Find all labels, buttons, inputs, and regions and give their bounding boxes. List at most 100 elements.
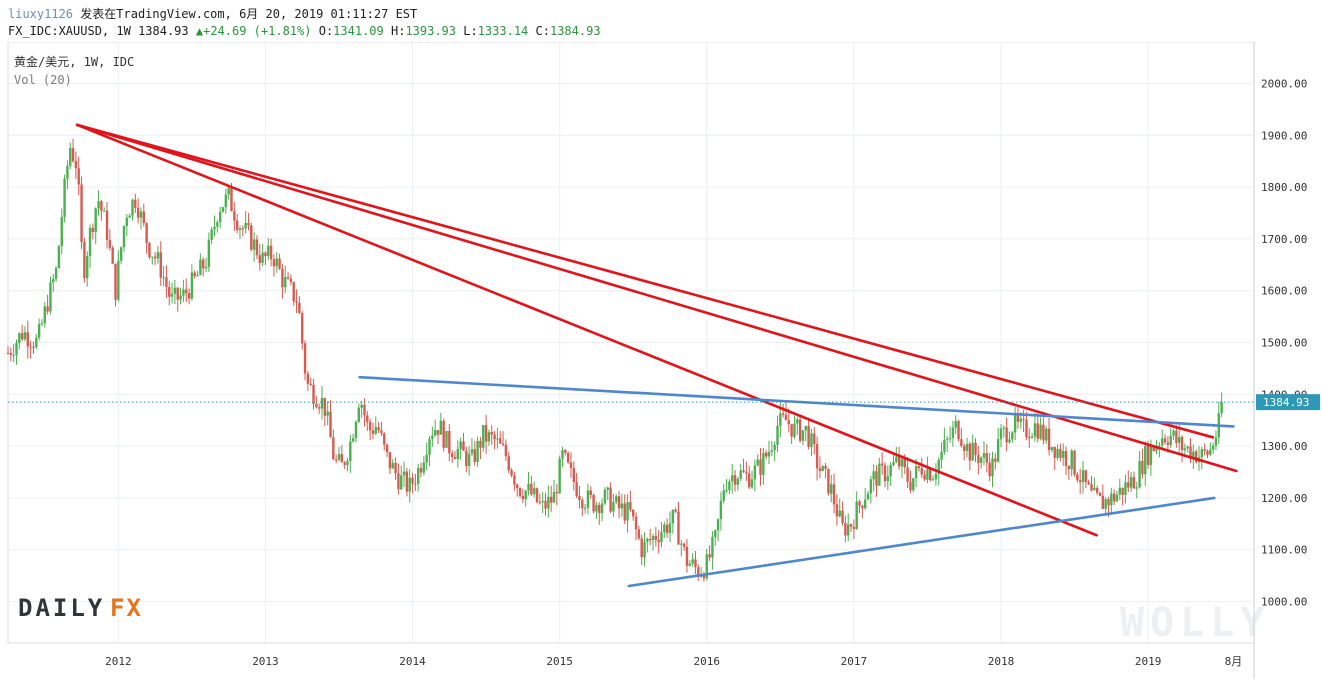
candle-body bbox=[504, 444, 508, 457]
candle-body bbox=[880, 463, 884, 466]
candle-body bbox=[994, 458, 997, 462]
candle-body bbox=[1186, 446, 1189, 449]
candle-body bbox=[1146, 446, 1150, 465]
candle-body bbox=[801, 430, 805, 441]
candle-body bbox=[1062, 450, 1065, 458]
candle-body bbox=[97, 201, 100, 209]
overlay: 黄金/美元, 1W, IDC Vol (20) DAILY FX WOLLY bbox=[14, 54, 1264, 646]
candle-body bbox=[575, 482, 578, 497]
candle-body bbox=[151, 256, 154, 258]
candle-body bbox=[920, 468, 923, 475]
trendline-red[interactable] bbox=[75, 123, 1098, 537]
candle-body bbox=[1127, 482, 1130, 488]
symbol-label: FX_IDC:XAUUSD, 1W bbox=[8, 24, 131, 38]
candle-body bbox=[784, 414, 788, 421]
candle-body bbox=[83, 242, 86, 279]
candle-body bbox=[43, 306, 46, 324]
candle-body bbox=[176, 287, 179, 300]
candle-body bbox=[518, 488, 522, 496]
candle-body bbox=[23, 332, 27, 340]
candle-body bbox=[861, 505, 864, 509]
candle-body bbox=[598, 504, 601, 514]
candle-body bbox=[298, 302, 301, 314]
candle-body bbox=[869, 479, 873, 494]
candle-body bbox=[436, 430, 440, 435]
candle-body bbox=[572, 467, 575, 483]
candle-body bbox=[9, 353, 13, 355]
candle-body bbox=[716, 519, 720, 531]
y-tick-label: 2000.00 bbox=[1261, 77, 1307, 90]
candle-body bbox=[332, 437, 335, 460]
candle-body bbox=[394, 462, 397, 474]
candle-body bbox=[844, 522, 847, 536]
y-tick-label: 1800.00 bbox=[1261, 181, 1307, 194]
candle-body bbox=[798, 419, 802, 441]
trendlines: 1384.93 bbox=[8, 123, 1320, 588]
candle-body bbox=[589, 490, 592, 495]
candle-body bbox=[400, 475, 403, 490]
candle-body bbox=[1039, 424, 1042, 439]
candle-body bbox=[1138, 460, 1141, 488]
candle-body bbox=[957, 421, 960, 440]
candle-body bbox=[91, 227, 95, 233]
chart-area[interactable]: 1000.001100.001200.001300.001400.001500.… bbox=[0, 41, 1322, 683]
candle-body bbox=[128, 215, 131, 218]
candle-body bbox=[136, 207, 140, 218]
candle-body bbox=[1078, 480, 1082, 483]
candle-body bbox=[906, 467, 909, 482]
candle-body bbox=[530, 483, 533, 495]
candle-body bbox=[114, 263, 117, 300]
candle-body bbox=[682, 543, 686, 547]
author-name[interactable]: liuxy1126 bbox=[8, 7, 74, 21]
candle-body bbox=[490, 432, 493, 435]
candle-body bbox=[852, 526, 856, 530]
candle-body bbox=[1152, 445, 1155, 451]
open-value: 1341.09 bbox=[333, 24, 384, 38]
candle-body bbox=[71, 148, 75, 162]
grid bbox=[7, 41, 1255, 679]
candle-body bbox=[49, 282, 52, 312]
candle-body bbox=[431, 435, 434, 439]
candle-body bbox=[926, 468, 929, 480]
candle-body bbox=[671, 509, 675, 524]
close-label: C: bbox=[535, 24, 550, 38]
logo-fx: FX bbox=[110, 594, 143, 622]
candle-body bbox=[419, 468, 423, 473]
candle-body bbox=[1192, 451, 1195, 459]
candle-body bbox=[351, 438, 355, 442]
candle-body bbox=[86, 256, 89, 279]
candle-body bbox=[1019, 418, 1022, 422]
candle-body bbox=[909, 481, 912, 491]
x-tick-label: 2014 bbox=[399, 655, 426, 668]
candle-body bbox=[20, 333, 24, 340]
candle-body bbox=[170, 293, 174, 297]
candle-body bbox=[634, 516, 638, 530]
candle-body bbox=[250, 225, 253, 250]
candle-body bbox=[1209, 449, 1212, 455]
trendline-blue[interactable] bbox=[627, 496, 1216, 588]
candle-body bbox=[923, 474, 926, 480]
candle-body bbox=[1022, 418, 1025, 420]
candle-body bbox=[117, 260, 120, 300]
candle-body bbox=[767, 451, 771, 457]
candle-body bbox=[705, 554, 708, 579]
candle-body bbox=[648, 538, 652, 541]
y-tick-label: 1600.00 bbox=[1261, 285, 1307, 298]
candle-body bbox=[501, 443, 505, 445]
candle-body bbox=[1098, 492, 1102, 496]
trendline-red[interactable] bbox=[75, 123, 1215, 439]
candle-body bbox=[697, 567, 700, 577]
candle-body bbox=[343, 462, 346, 465]
candle-body bbox=[745, 471, 748, 474]
candle-body bbox=[739, 470, 742, 479]
trendline-red[interactable] bbox=[75, 123, 1238, 473]
candle-body bbox=[269, 245, 273, 260]
candle-body bbox=[238, 228, 242, 231]
candle-body bbox=[402, 471, 406, 476]
candle-body bbox=[235, 220, 239, 231]
axis-ticks: 1000.001100.001200.001300.001400.001500.… bbox=[105, 77, 1307, 668]
candle-body bbox=[74, 161, 78, 169]
price-chart[interactable]: 1000.001100.001200.001300.001400.001500.… bbox=[0, 41, 1322, 679]
candle-body bbox=[878, 463, 881, 486]
candle-body bbox=[632, 509, 635, 517]
